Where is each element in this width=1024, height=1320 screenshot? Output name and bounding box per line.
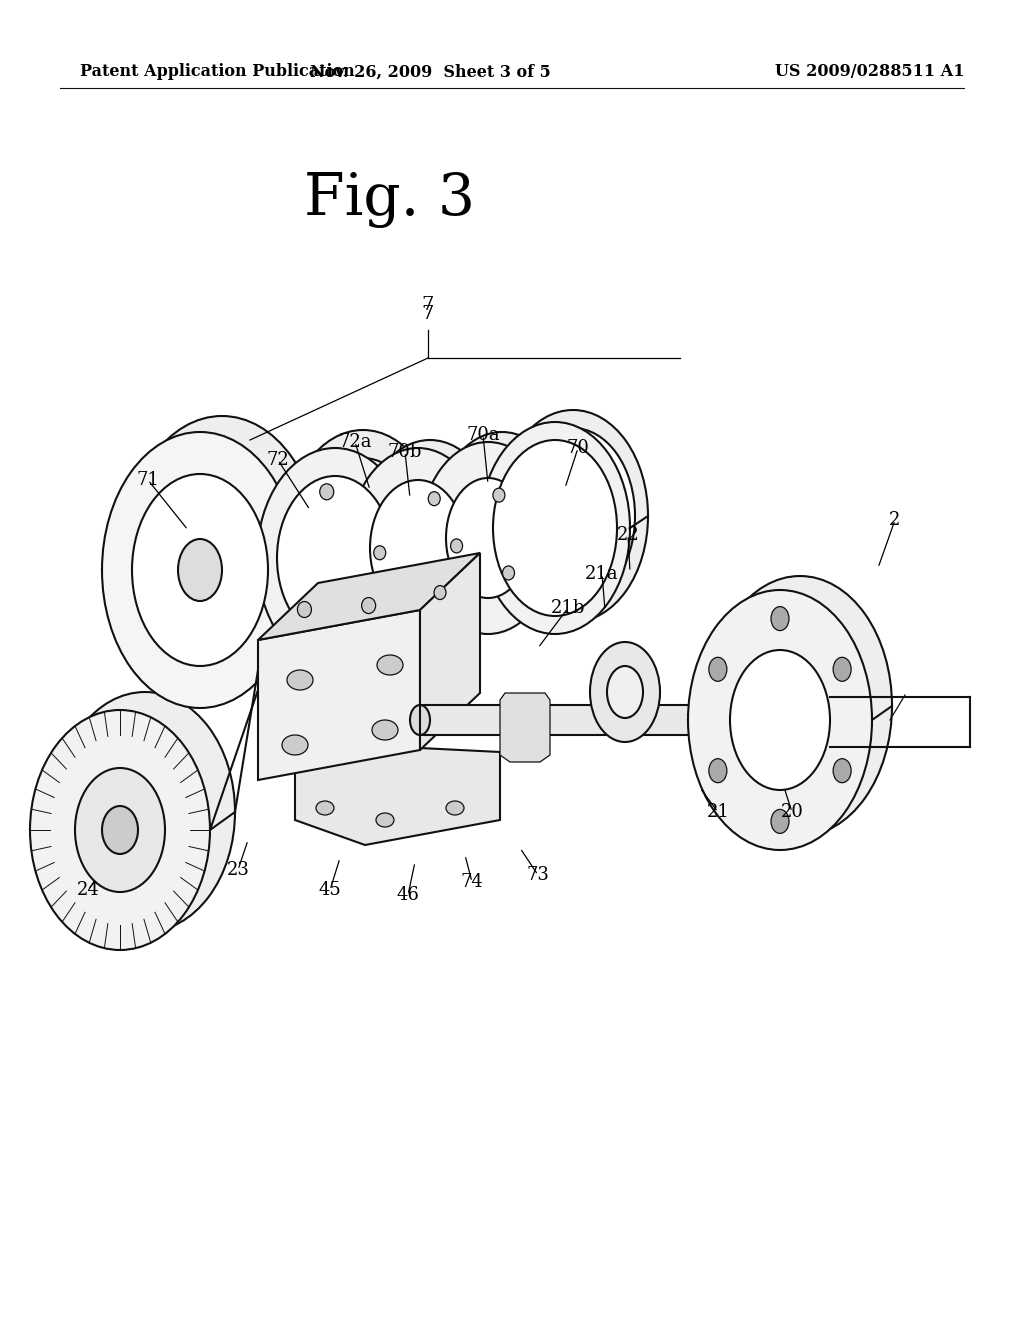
Text: 70a: 70a bbox=[466, 426, 500, 444]
Text: 21a: 21a bbox=[585, 565, 618, 583]
Ellipse shape bbox=[771, 809, 790, 833]
Ellipse shape bbox=[771, 607, 790, 631]
Polygon shape bbox=[258, 553, 480, 640]
Polygon shape bbox=[295, 748, 500, 845]
Text: 7: 7 bbox=[422, 296, 434, 314]
Ellipse shape bbox=[372, 719, 398, 741]
Ellipse shape bbox=[451, 539, 463, 553]
Ellipse shape bbox=[410, 705, 430, 735]
Ellipse shape bbox=[124, 416, 319, 692]
Ellipse shape bbox=[102, 432, 298, 708]
Ellipse shape bbox=[750, 636, 850, 776]
Text: 70: 70 bbox=[566, 440, 590, 457]
Ellipse shape bbox=[30, 710, 210, 950]
Text: 21b: 21b bbox=[551, 599, 585, 616]
Ellipse shape bbox=[834, 657, 851, 681]
Ellipse shape bbox=[446, 801, 464, 814]
Ellipse shape bbox=[460, 469, 544, 587]
Ellipse shape bbox=[688, 590, 872, 850]
Text: US 2009/0288511 A1: US 2009/0288511 A1 bbox=[775, 63, 965, 81]
Ellipse shape bbox=[480, 422, 630, 634]
Text: 7: 7 bbox=[422, 305, 434, 323]
Ellipse shape bbox=[154, 458, 290, 649]
Text: 71: 71 bbox=[136, 471, 160, 488]
Polygon shape bbox=[420, 705, 720, 735]
Text: 23: 23 bbox=[226, 861, 250, 879]
Text: 2: 2 bbox=[889, 511, 901, 529]
Ellipse shape bbox=[428, 491, 440, 506]
Ellipse shape bbox=[374, 545, 386, 560]
Ellipse shape bbox=[282, 735, 308, 755]
Ellipse shape bbox=[382, 473, 478, 609]
Text: Fig. 3: Fig. 3 bbox=[304, 172, 475, 228]
Polygon shape bbox=[420, 553, 480, 750]
Ellipse shape bbox=[316, 801, 334, 814]
Ellipse shape bbox=[102, 807, 138, 854]
Ellipse shape bbox=[75, 768, 165, 892]
Ellipse shape bbox=[503, 566, 514, 579]
Ellipse shape bbox=[305, 458, 421, 622]
Ellipse shape bbox=[319, 484, 334, 500]
Ellipse shape bbox=[285, 430, 441, 649]
Ellipse shape bbox=[420, 442, 556, 634]
Ellipse shape bbox=[493, 488, 505, 502]
Ellipse shape bbox=[709, 759, 727, 783]
Ellipse shape bbox=[257, 447, 413, 668]
Ellipse shape bbox=[446, 478, 530, 598]
Polygon shape bbox=[258, 610, 420, 780]
Ellipse shape bbox=[360, 440, 500, 640]
Ellipse shape bbox=[297, 602, 311, 618]
Ellipse shape bbox=[287, 671, 313, 690]
Text: 73: 73 bbox=[526, 866, 550, 884]
Text: 20: 20 bbox=[780, 803, 804, 821]
Ellipse shape bbox=[607, 667, 643, 718]
Ellipse shape bbox=[709, 657, 727, 681]
Ellipse shape bbox=[434, 432, 570, 624]
Ellipse shape bbox=[348, 447, 488, 648]
Text: 46: 46 bbox=[396, 886, 420, 904]
Text: Patent Application Publication: Patent Application Publication bbox=[80, 63, 354, 81]
Ellipse shape bbox=[55, 692, 234, 932]
Text: 45: 45 bbox=[318, 880, 341, 899]
Ellipse shape bbox=[370, 480, 466, 616]
Text: 24: 24 bbox=[77, 880, 99, 899]
Polygon shape bbox=[500, 693, 550, 762]
Text: 72: 72 bbox=[266, 451, 290, 469]
Ellipse shape bbox=[498, 411, 648, 622]
Ellipse shape bbox=[361, 598, 376, 614]
Ellipse shape bbox=[178, 539, 222, 601]
Ellipse shape bbox=[377, 655, 403, 675]
Ellipse shape bbox=[730, 649, 830, 789]
Ellipse shape bbox=[590, 642, 660, 742]
Text: 70b: 70b bbox=[388, 444, 422, 461]
Ellipse shape bbox=[376, 813, 394, 828]
Text: 72a: 72a bbox=[338, 433, 372, 451]
Ellipse shape bbox=[278, 477, 393, 640]
Text: Nov. 26, 2009  Sheet 3 of 5: Nov. 26, 2009 Sheet 3 of 5 bbox=[309, 63, 550, 81]
Ellipse shape bbox=[834, 759, 851, 783]
Ellipse shape bbox=[511, 428, 635, 605]
Text: 21: 21 bbox=[707, 803, 729, 821]
Ellipse shape bbox=[132, 474, 268, 667]
Ellipse shape bbox=[100, 750, 190, 874]
Text: 22: 22 bbox=[616, 525, 639, 544]
Ellipse shape bbox=[708, 576, 892, 836]
Ellipse shape bbox=[434, 586, 446, 599]
Ellipse shape bbox=[493, 440, 617, 616]
Text: 74: 74 bbox=[461, 873, 483, 891]
